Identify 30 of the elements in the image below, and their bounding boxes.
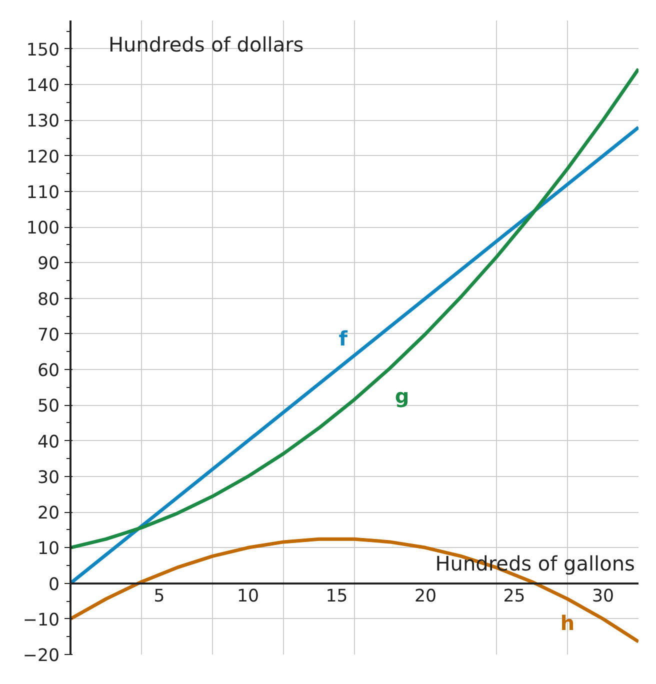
x-tick-label: 20 [414,586,437,606]
x-tick-label: 10 [236,586,260,606]
x-tick-label: 15 [326,586,348,606]
y-tick-label: −10 [22,610,60,630]
series-label: g [394,384,410,408]
y-axis-title: Hundreds of dollars [108,32,304,56]
x-tick-label: 5 [154,586,165,606]
y-tick-label: 90 [37,254,60,274]
y-tick-label: 140 [26,76,60,96]
line-series [70,67,638,550]
y-tick-label: 150 [26,40,60,60]
y-tick-label: 30 [37,468,60,488]
x-tick-label: 25 [503,586,526,606]
y-tick-label: 50 [37,396,60,417]
series-label: h [560,610,575,635]
y-tick-label: 100 [26,218,60,239]
line-series [70,537,638,644]
y-tick-label: 110 [26,182,60,203]
y-tick-label: 10 [37,539,60,560]
y-tick-label: 60 [37,361,60,382]
y-tick-label: 130 [26,112,60,132]
y-tick-label: 40 [37,432,60,452]
y-tick-label: 20 [37,504,60,524]
y-tick-label: 80 [37,290,60,310]
series-label: f [338,326,348,350]
x-tick-label: 30 [592,586,614,606]
y-tick-label: −20 [22,646,60,666]
y-tick-label: 120 [26,147,60,168]
y-tick-label: 70 [37,325,60,346]
y-tick-label: 0 [48,574,60,595]
